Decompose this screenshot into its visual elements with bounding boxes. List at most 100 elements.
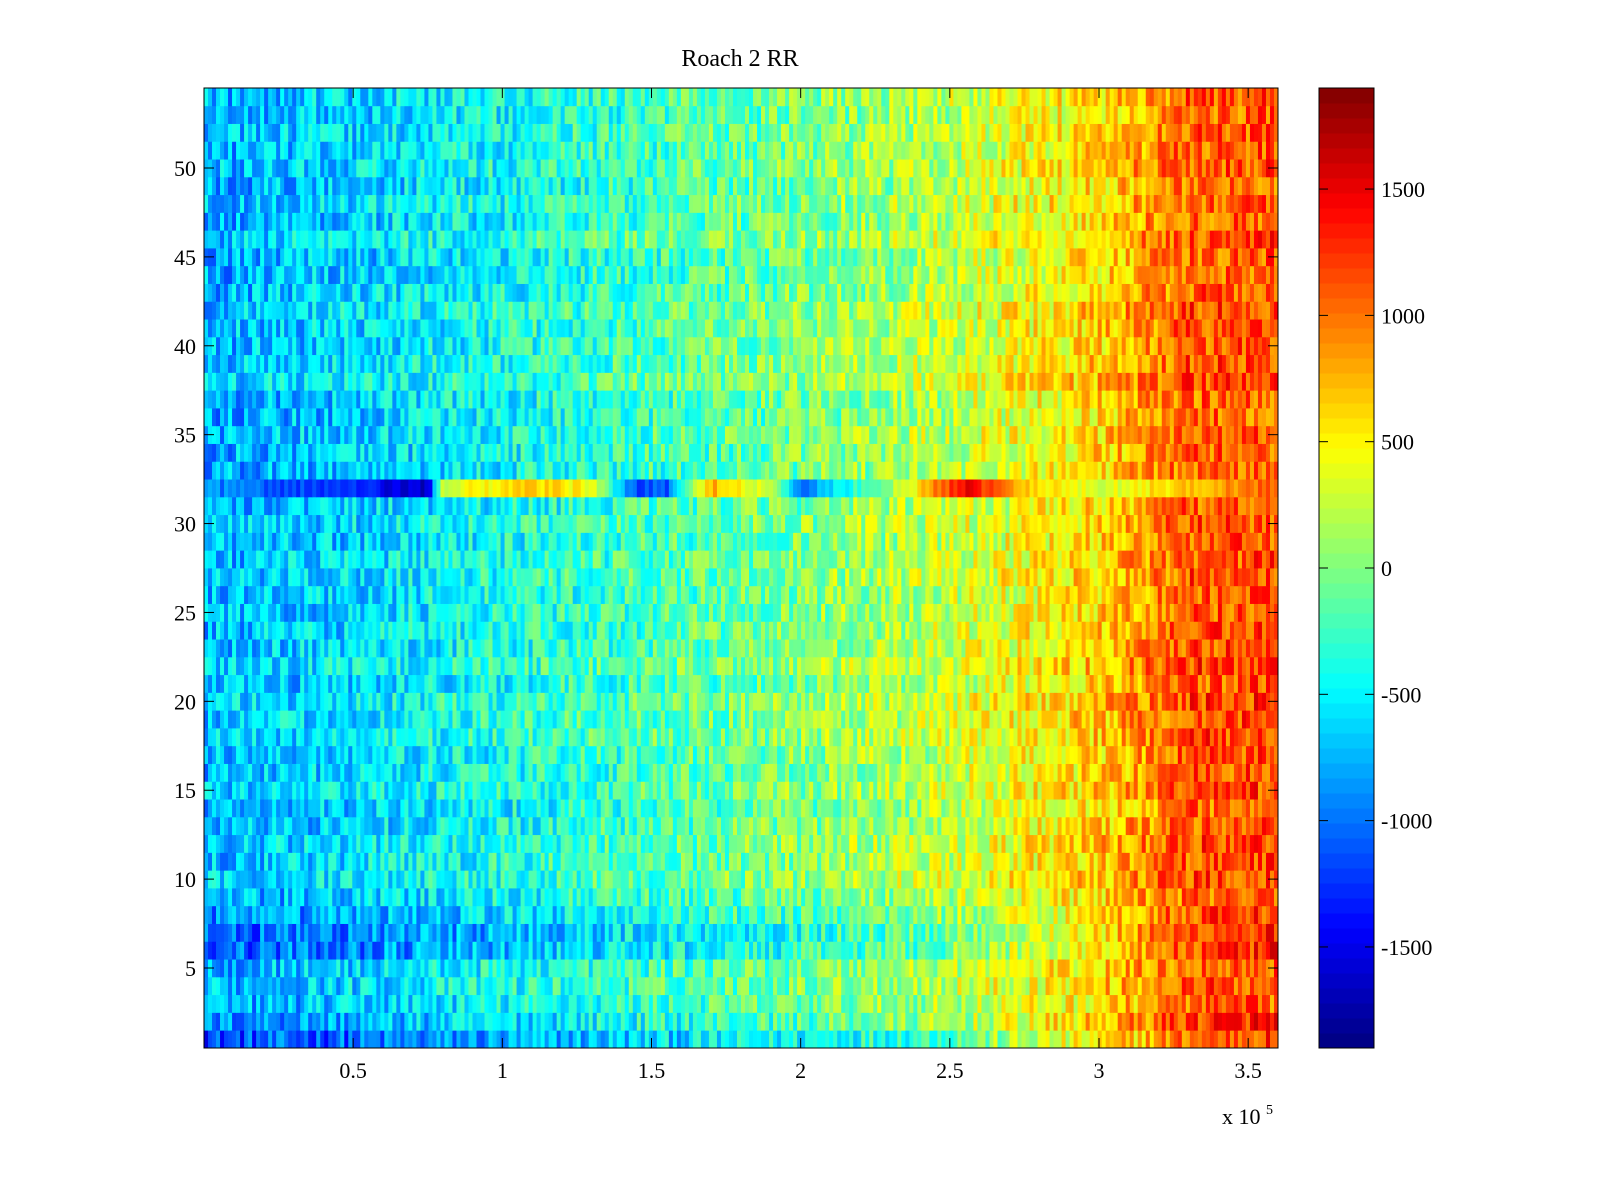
heatmap-cell <box>949 976 954 996</box>
heatmap-cell <box>732 905 738 924</box>
heatmap-cell <box>632 728 638 747</box>
heatmap-cell <box>680 1030 686 1049</box>
heatmap-cell <box>793 976 798 996</box>
heatmap-cell <box>452 994 457 1013</box>
heatmap-cell <box>793 745 798 764</box>
heatmap-cell <box>1077 888 1083 907</box>
heatmap-cell <box>1145 852 1151 871</box>
heatmap-cell <box>540 976 546 996</box>
heatmap-cell <box>1053 852 1058 871</box>
heatmap-cell <box>464 941 469 960</box>
heatmap-cell <box>516 888 521 907</box>
heatmap-cell <box>777 745 782 764</box>
heatmap-cell <box>320 905 325 924</box>
heatmap-cell <box>1021 994 1026 1013</box>
heatmap-cell <box>280 852 285 871</box>
heatmap-cell <box>468 1012 473 1031</box>
heatmap-cell <box>865 1012 870 1031</box>
heatmap-cell <box>817 976 822 996</box>
heatmap-cell <box>460 923 465 942</box>
heatmap-cell <box>1101 905 1107 924</box>
heatmap-cell <box>644 763 650 782</box>
heatmap-cell <box>380 710 385 729</box>
heatmap-cell <box>953 959 958 978</box>
heatmap-cell <box>765 745 770 764</box>
heatmap-cell <box>228 994 233 1013</box>
heatmap-cell <box>456 994 461 1013</box>
heatmap-cell <box>656 763 662 782</box>
heatmap-cell <box>580 941 586 960</box>
heatmap-cell <box>484 994 489 1013</box>
heatmap-cell <box>532 763 538 782</box>
heatmap-cell <box>696 870 702 889</box>
heatmap-cell <box>1177 834 1183 853</box>
heatmap-cell <box>732 852 738 871</box>
heatmap-cell <box>797 745 802 764</box>
heatmap-cell <box>817 745 822 764</box>
heatmap-cell <box>893 905 898 924</box>
heatmap-cell <box>853 728 858 747</box>
heatmap-cell <box>232 994 237 1013</box>
heatmap-cell <box>664 905 670 924</box>
heatmap-cell <box>516 799 521 818</box>
heatmap-cell <box>817 888 822 907</box>
heatmap-cell <box>416 905 421 924</box>
heatmap-cell <box>488 816 493 836</box>
heatmap-cell <box>428 976 433 996</box>
heatmap-cell <box>1173 959 1179 978</box>
heatmap-cell <box>781 852 786 871</box>
heatmap-cell <box>256 941 261 960</box>
heatmap-cell <box>1221 905 1227 924</box>
heatmap-cell <box>1157 781 1163 800</box>
heatmap-cell <box>1129 941 1135 960</box>
heatmap-cell <box>1093 905 1099 924</box>
heatmap-cell <box>1061 905 1067 924</box>
heatmap-cell <box>336 816 341 836</box>
heatmap-cell <box>656 905 662 924</box>
heatmap-cell <box>793 728 798 747</box>
heatmap-cell <box>1029 905 1034 924</box>
heatmap-cell <box>1213 799 1219 818</box>
heatmap-cell <box>268 1012 273 1031</box>
heatmap-cell <box>448 870 453 889</box>
heatmap-cell <box>672 905 678 924</box>
heatmap-cell <box>977 1030 982 1049</box>
heatmap-cell <box>580 905 586 924</box>
heatmap-cell <box>524 1012 530 1031</box>
heatmap-cell <box>1025 834 1030 853</box>
heatmap-cell <box>961 870 966 889</box>
heatmap-cell <box>608 870 614 889</box>
heatmap-cell <box>720 994 726 1013</box>
heatmap-cell <box>881 816 886 836</box>
heatmap-cell <box>728 976 734 996</box>
heatmap-cell <box>789 763 794 782</box>
heatmap-cell <box>1109 745 1115 764</box>
heatmap-cell <box>1217 976 1223 996</box>
heatmap-cell <box>1129 905 1135 924</box>
heatmap-cell <box>845 816 850 836</box>
heatmap-cell <box>552 852 558 871</box>
heatmap-cell <box>560 976 566 996</box>
heatmap-cell <box>1233 728 1239 747</box>
heatmap-cell <box>464 1030 469 1049</box>
heatmap-cell <box>1037 799 1042 818</box>
heatmap-cell <box>344 799 349 818</box>
heatmap-cell <box>668 941 674 960</box>
heatmap-cell <box>484 763 489 782</box>
heatmap-cell <box>216 941 221 960</box>
heatmap-cell <box>1269 1030 1275 1049</box>
heatmap-cell <box>584 870 590 889</box>
heatmap-cell <box>1077 941 1083 960</box>
heatmap-cell <box>1081 923 1087 942</box>
heatmap-cell <box>817 1030 822 1049</box>
heatmap-cell <box>308 745 313 764</box>
heatmap-cell <box>917 834 922 853</box>
heatmap-cell <box>785 728 790 747</box>
heatmap-cell <box>248 1012 253 1031</box>
heatmap-cell <box>348 763 353 782</box>
heatmap-cell <box>344 763 349 782</box>
heatmap-cell <box>204 834 209 853</box>
heatmap-cell <box>1273 976 1279 996</box>
heatmap-cell <box>664 745 670 764</box>
heatmap-cell <box>741 763 746 782</box>
